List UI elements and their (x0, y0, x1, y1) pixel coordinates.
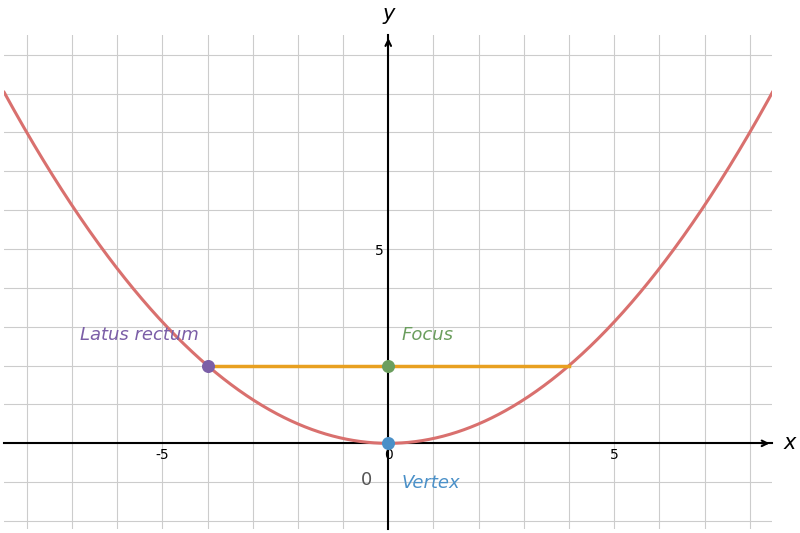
Text: 0: 0 (361, 471, 373, 489)
Point (382, 361, 394, 370)
Point (382, 439, 394, 448)
Point (201, 361, 214, 370)
Text: x: x (783, 433, 796, 454)
Text: Latus rectum: Latus rectum (80, 326, 198, 344)
Text: Vertex: Vertex (402, 474, 461, 492)
Text: Focus: Focus (402, 326, 454, 344)
Text: y: y (382, 4, 394, 24)
